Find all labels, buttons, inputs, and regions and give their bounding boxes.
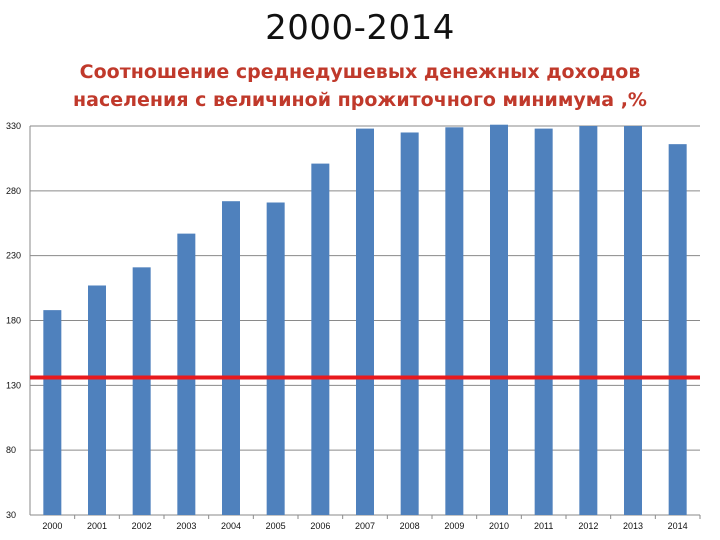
bar xyxy=(400,132,419,515)
y-tick-label: 180 xyxy=(6,316,21,326)
bar xyxy=(266,202,285,515)
x-tick-label: 2007 xyxy=(355,521,375,531)
bar xyxy=(579,126,598,515)
x-tick-label: 2013 xyxy=(623,521,643,531)
bar xyxy=(445,127,464,516)
x-tick-label: 2008 xyxy=(400,521,420,531)
slide-title: 2000-2014 xyxy=(265,8,455,48)
x-tick-label: 2012 xyxy=(578,521,598,531)
bar xyxy=(356,128,374,516)
bar xyxy=(132,267,151,515)
y-tick-label: 230 xyxy=(6,251,21,261)
x-tick-label: 2010 xyxy=(489,521,509,531)
x-tick-label: 2004 xyxy=(221,521,241,531)
y-tick-label: 130 xyxy=(6,380,21,390)
bar xyxy=(624,126,642,515)
x-tick-label: 2006 xyxy=(310,521,330,531)
bar xyxy=(177,233,196,515)
x-tick-label: 2011 xyxy=(534,521,553,531)
bar xyxy=(222,201,240,515)
x-tick-label: 2003 xyxy=(176,521,196,531)
bar xyxy=(490,124,508,515)
bar xyxy=(534,128,553,516)
x-tick-label: 2000 xyxy=(42,521,62,531)
bar xyxy=(311,163,330,515)
x-tick-label: 2002 xyxy=(132,521,152,531)
x-tick-label: 2005 xyxy=(266,521,286,531)
bar xyxy=(88,285,106,515)
bar xyxy=(43,310,62,515)
y-tick-label: 80 xyxy=(6,445,16,455)
bar xyxy=(668,144,687,516)
y-tick-label: 280 xyxy=(6,186,21,196)
y-tick-label: 30 xyxy=(6,510,16,520)
x-tick-label: 2014 xyxy=(668,521,688,531)
x-tick-label: 2009 xyxy=(444,521,464,531)
y-tick-label: 330 xyxy=(6,121,21,131)
chart-title: Соотношение среднедушевых денежных доход… xyxy=(73,61,647,111)
x-tick-label: 2001 xyxy=(87,521,107,531)
